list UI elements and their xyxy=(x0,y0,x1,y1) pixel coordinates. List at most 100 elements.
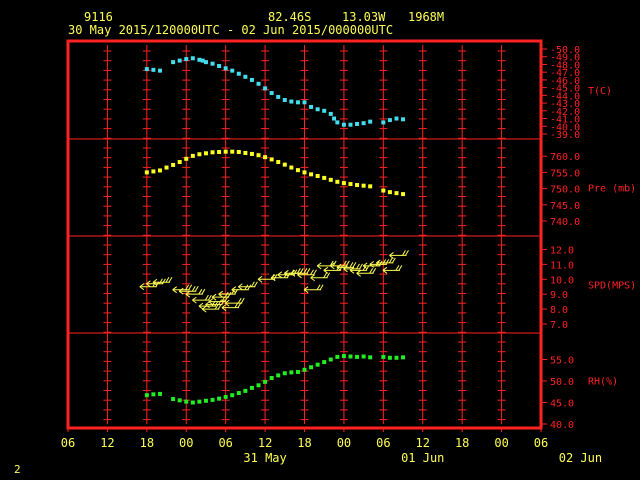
rh-point xyxy=(276,373,281,378)
rh-point xyxy=(309,365,314,370)
rh-point xyxy=(203,398,208,403)
pressure-point xyxy=(315,173,320,178)
temp-point xyxy=(223,66,228,71)
pressure-point xyxy=(302,170,307,175)
rh-point xyxy=(381,354,386,359)
y-tick-label: -49.0 xyxy=(550,53,580,64)
wind-barb xyxy=(297,269,317,279)
wind-barb xyxy=(178,285,199,295)
pressure-point xyxy=(144,170,149,175)
wind-barb xyxy=(316,260,337,270)
rh-point xyxy=(368,355,373,360)
pressure-point xyxy=(177,160,182,165)
wind-barb xyxy=(376,257,396,267)
wind-barb xyxy=(146,278,166,288)
x-tick-label: 12 xyxy=(416,436,430,450)
x-tick-label: 06 xyxy=(534,436,548,450)
temp-point xyxy=(243,74,248,79)
pressure-point xyxy=(203,151,208,156)
x-date-label: 01 Jun xyxy=(401,451,444,465)
y-tick-label: 11.0 xyxy=(550,260,574,271)
pressure-point xyxy=(295,168,300,173)
x-tick-label: 12 xyxy=(258,436,272,450)
x-tick-label: 06 xyxy=(218,436,232,450)
pressure-point xyxy=(190,153,195,158)
rh-point xyxy=(171,397,176,402)
rh-point xyxy=(328,357,333,362)
y-tick-label: -43.0 xyxy=(550,99,580,110)
y-tick-label: -50.0 xyxy=(550,45,580,56)
pressure-point xyxy=(394,191,399,196)
x-tick-label: 00 xyxy=(179,436,193,450)
pressure-point xyxy=(335,179,340,184)
temp-point xyxy=(341,122,346,127)
rh-point xyxy=(269,375,274,380)
pressure-point xyxy=(348,182,353,187)
rh-point xyxy=(387,355,392,360)
temp-point xyxy=(256,81,261,86)
temp-point xyxy=(200,58,205,63)
station-elevation: 1968M xyxy=(408,10,445,24)
pressure-point xyxy=(328,177,333,182)
temp-point xyxy=(177,58,182,63)
y-tick-label: 12.0 xyxy=(550,245,574,256)
rh-point xyxy=(335,354,340,359)
temp-point xyxy=(276,94,281,99)
pressure-point xyxy=(210,150,215,155)
pressure-point xyxy=(230,149,235,154)
rh-point xyxy=(315,362,320,367)
temp-point xyxy=(332,116,337,121)
x-tick-label: 00 xyxy=(337,436,351,450)
wind-barb xyxy=(201,303,222,313)
y-tick-label: 40.0 xyxy=(550,420,574,431)
x-date-label: 02 Jun xyxy=(559,451,602,465)
temp-point xyxy=(348,122,353,127)
pressure-point xyxy=(368,184,373,189)
temp-point xyxy=(401,117,406,122)
temp-point xyxy=(197,57,202,62)
rh-point xyxy=(217,396,222,401)
temp-point xyxy=(203,60,208,65)
y-tick-label: 9.0 xyxy=(550,290,568,301)
pressure-point xyxy=(217,149,222,154)
pressure-point xyxy=(164,165,169,170)
rh-point xyxy=(401,355,406,360)
wind-barb xyxy=(152,276,173,286)
time-range: 30 May 2015/120000UTC - 02 Jun 2015/0000… xyxy=(68,23,394,37)
y-tick-label: 740.0 xyxy=(550,217,580,228)
y-tick-label: -40.0 xyxy=(550,122,580,133)
y-tick-label: 745.0 xyxy=(550,201,580,212)
pressure-point xyxy=(263,155,268,160)
temp-point xyxy=(302,100,307,105)
x-tick-label: 18 xyxy=(140,436,154,450)
x-tick-label: 12 xyxy=(100,436,114,450)
rh-point xyxy=(282,371,287,376)
temp-point xyxy=(368,119,373,124)
temp-point xyxy=(328,111,333,116)
rh-point xyxy=(249,385,254,390)
pressure-point xyxy=(289,165,294,170)
y-axis-label: Pre (mb) xyxy=(588,184,636,195)
rh-point xyxy=(256,383,261,388)
wind-barb xyxy=(382,265,403,274)
y-tick-label: -42.0 xyxy=(550,107,580,118)
temp-point xyxy=(355,121,360,126)
x-tick-label: 06 xyxy=(376,436,390,450)
pressure-point xyxy=(197,152,202,157)
pressure-point xyxy=(309,172,314,177)
pressure-point xyxy=(355,183,360,188)
rh-point xyxy=(295,369,300,374)
y-tick-label: 10.0 xyxy=(550,275,574,286)
rh-point xyxy=(230,393,235,398)
wind-barb xyxy=(389,250,409,259)
temp-point xyxy=(322,108,327,113)
temp-point xyxy=(236,71,241,76)
pressure-point xyxy=(157,168,162,173)
temp-point xyxy=(381,120,386,125)
rh-point xyxy=(157,391,162,396)
pressure-point xyxy=(361,183,366,188)
temp-point xyxy=(295,100,300,105)
temp-point xyxy=(269,91,274,96)
y-tick-label: 7.0 xyxy=(550,320,568,331)
temp-point xyxy=(151,67,156,72)
